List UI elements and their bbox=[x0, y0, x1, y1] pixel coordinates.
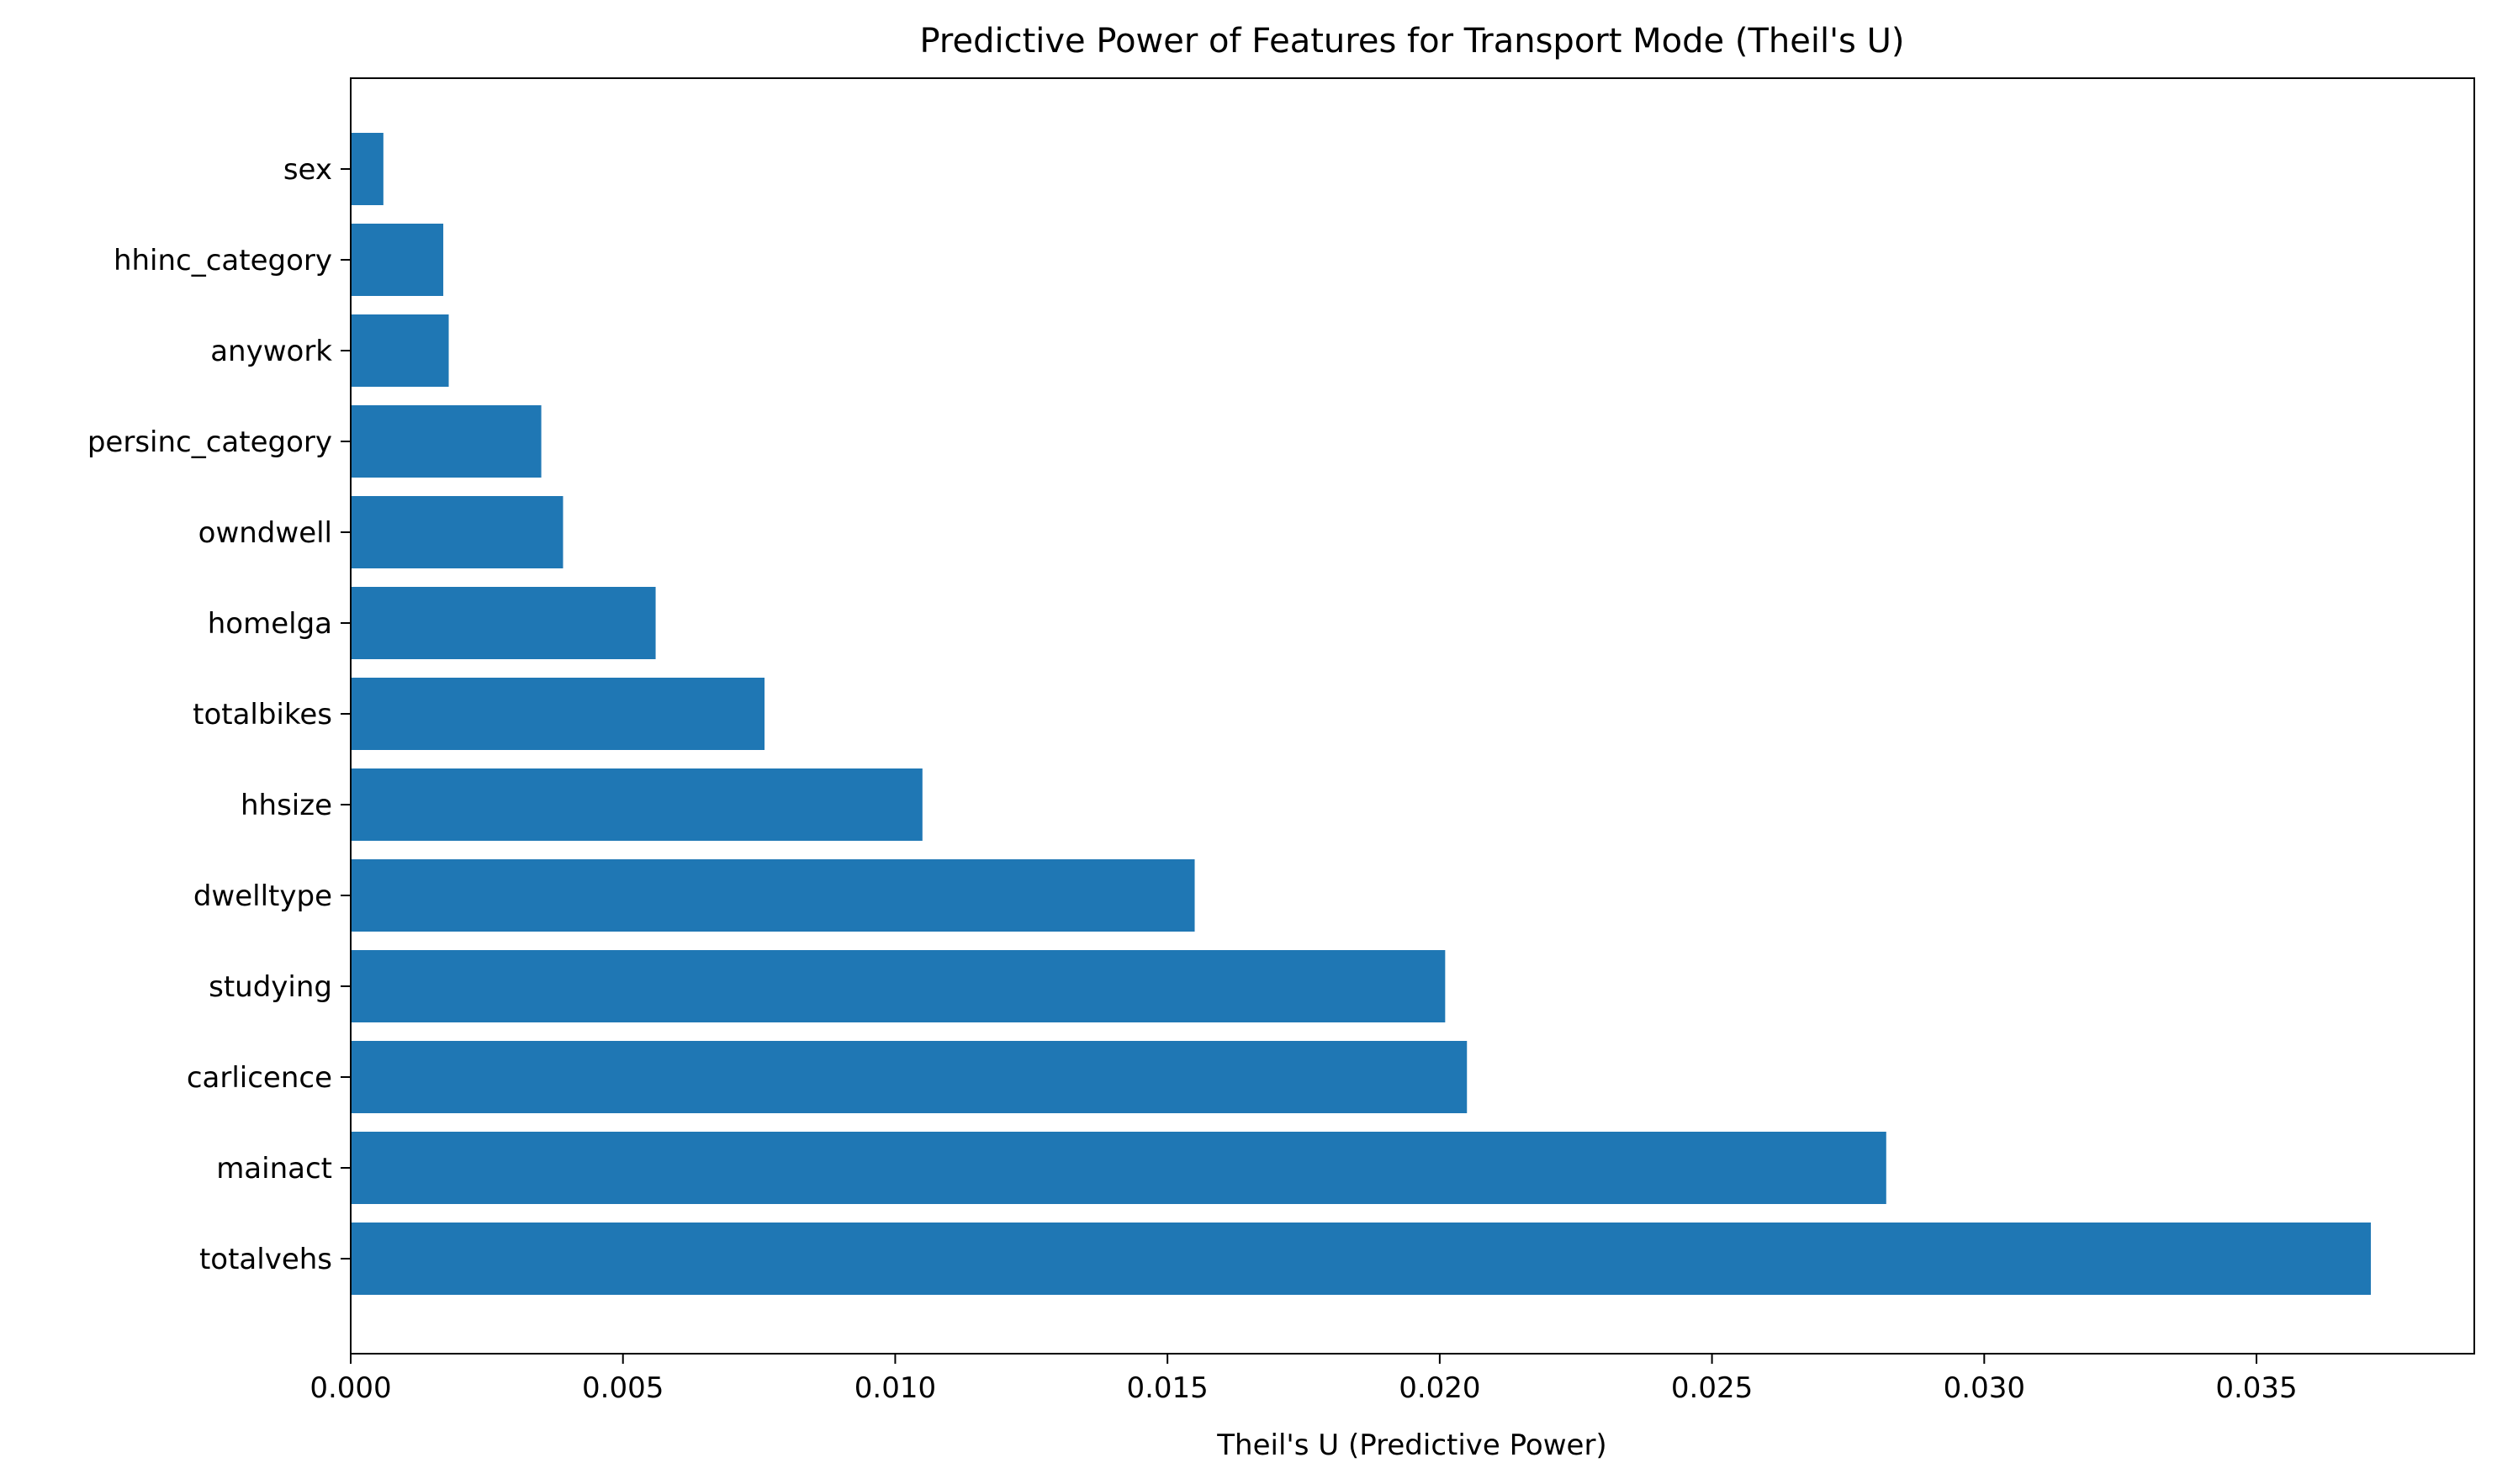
y-tick-label: carlicence bbox=[187, 1061, 332, 1095]
x-tick-label: 0.015 bbox=[1126, 1371, 1208, 1405]
plot-frame bbox=[350, 77, 2475, 1355]
y-tick-label: studying bbox=[209, 970, 332, 1004]
bar-anywork bbox=[351, 314, 449, 387]
x-tick-label: 0.005 bbox=[582, 1371, 664, 1405]
bar-owndwell bbox=[351, 496, 563, 568]
bar-carlicence bbox=[351, 1041, 1468, 1113]
x-tick-label: 0.010 bbox=[854, 1371, 936, 1405]
y-tick-label: dwelltype bbox=[193, 879, 332, 913]
y-tick-label: owndwell bbox=[198, 516, 332, 550]
x-tick-label: 0.030 bbox=[1944, 1371, 2025, 1405]
bar-mainact bbox=[351, 1132, 1886, 1204]
bar-homelga bbox=[351, 587, 656, 659]
y-axis-ticks: totalvehs mainact carlicence studying dwellt… bbox=[87, 153, 351, 1276]
x-axis-label: Theil's U (Predictive Power) bbox=[1216, 1429, 1606, 1462]
y-tick-label: anywork bbox=[210, 335, 332, 368]
bar-sex bbox=[351, 133, 384, 205]
x-tick-label: 0.020 bbox=[1399, 1371, 1480, 1405]
y-tick-label: sex bbox=[283, 153, 332, 187]
x-tick-label: 0.035 bbox=[2215, 1371, 2297, 1405]
bar-totalbikes bbox=[351, 678, 765, 750]
y-tick-label: persinc_category bbox=[87, 425, 332, 459]
bar-hhsize bbox=[351, 768, 923, 841]
y-tick-label: hhsize bbox=[241, 789, 332, 822]
bars-group bbox=[351, 133, 2371, 1295]
y-tick-label: totalvehs bbox=[199, 1243, 332, 1276]
chart-title: Predictive Power of Features for Transpo… bbox=[920, 22, 1905, 61]
x-axis-ticks: 0.000 0.005 0.010 0.015 0.020 0.025 0.030 0.035 bbox=[309, 1354, 2298, 1405]
y-tick-label: hhinc_category bbox=[114, 244, 332, 277]
x-tick-label: 0.025 bbox=[1671, 1371, 1753, 1405]
y-tick-label: totalbikes bbox=[193, 698, 332, 731]
y-tick-label: mainact bbox=[216, 1152, 332, 1186]
bar-hhinc_category bbox=[351, 224, 444, 296]
bar-dwelltype bbox=[351, 859, 1195, 932]
bar-studying bbox=[351, 950, 1446, 1022]
bar-totalvehs bbox=[351, 1223, 2371, 1295]
x-tick-label: 0.000 bbox=[309, 1371, 391, 1405]
y-tick-label: homelga bbox=[208, 607, 332, 641]
bar-persinc_category bbox=[351, 405, 542, 478]
